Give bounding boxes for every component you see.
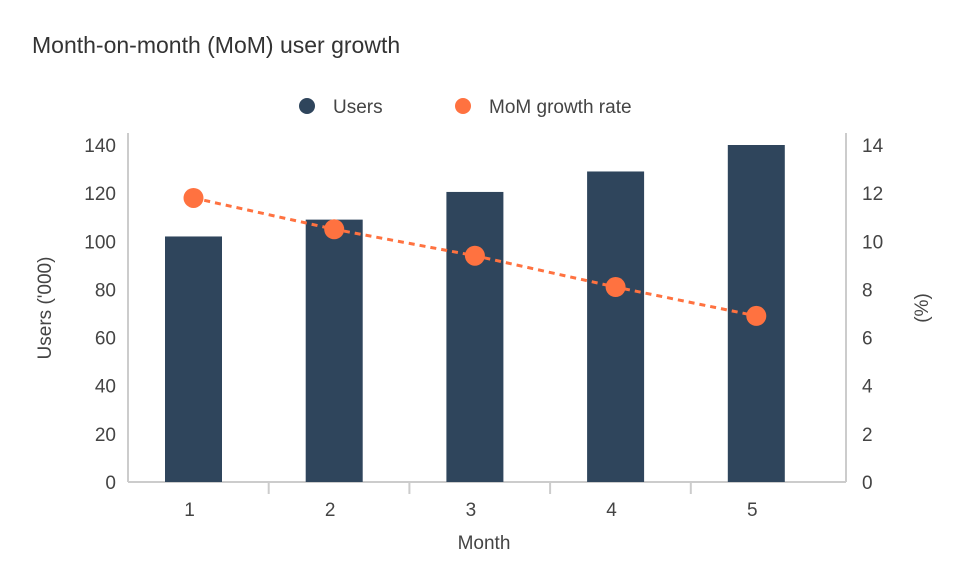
x-axis-title: Month: [458, 533, 511, 554]
y2-tick-label: 14: [862, 136, 884, 157]
legend-users-marker: [299, 98, 315, 114]
x-tick-label: 3: [466, 500, 477, 521]
y2-tick-label: 2: [862, 425, 873, 446]
y-tick-label: 100: [84, 232, 116, 253]
growth-rate-point-month-4: [605, 277, 626, 298]
chart-title: Month-on-month (MoM) user growth: [32, 32, 401, 58]
y2-tick-label: 4: [862, 377, 873, 398]
growth-rate-point-month-5: [746, 305, 767, 326]
y2-tick-label: 6: [862, 329, 873, 350]
bar-users-month-4: [587, 171, 645, 482]
bar-users-month-3: [446, 191, 504, 483]
y2-axis-title: (%): [912, 293, 933, 323]
x-tick-label: 4: [606, 500, 617, 521]
x-tick-label: 1: [184, 500, 195, 521]
y-tick-label: 20: [95, 425, 116, 446]
bar-users-month-2: [305, 219, 363, 482]
y-tick-label: 140: [84, 136, 116, 157]
y2-tick-label: 8: [862, 280, 873, 301]
growth-rate-point-month-3: [464, 245, 485, 266]
growth-rate-point-month-2: [324, 219, 345, 240]
y-axis-title: Users ('000): [35, 257, 56, 360]
legend-growth-label: MoM growth rate: [489, 97, 632, 118]
y-tick-label: 60: [95, 329, 116, 350]
legend-users-label: Users: [333, 97, 383, 118]
bar-users-month-1: [165, 236, 222, 482]
y-tick-label: 120: [84, 184, 116, 205]
growth-rate-point-month-1: [183, 187, 204, 208]
y-tick-label: 0: [105, 473, 116, 494]
y-tick-label: 80: [95, 280, 116, 301]
y2-tick-label: 0: [862, 473, 873, 494]
y-tick-label: 40: [95, 377, 116, 398]
x-tick-label: 2: [325, 500, 336, 521]
legend-growth-marker: [455, 98, 471, 114]
y2-tick-label: 10: [862, 232, 883, 253]
y2-tick-label: 12: [862, 184, 883, 205]
x-tick-label: 5: [747, 500, 758, 521]
